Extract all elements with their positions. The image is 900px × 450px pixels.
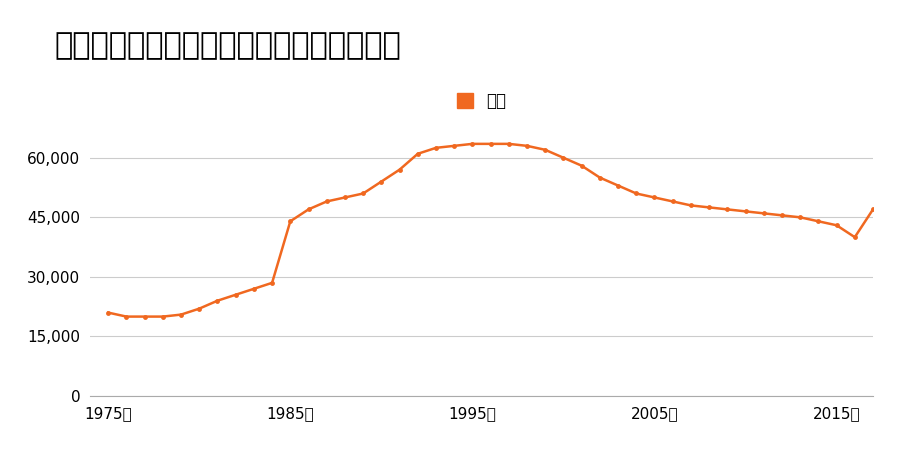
Text: 福島県福島市伏拝字樋水１８番の地価推移: 福島県福島市伏拝字樋水１８番の地価推移 [54, 32, 400, 60]
Legend: 価格: 価格 [450, 86, 513, 117]
